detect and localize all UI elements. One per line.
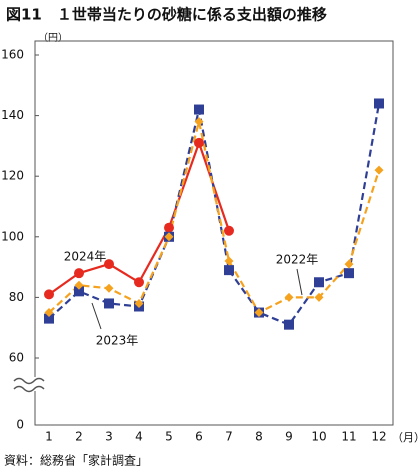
marker xyxy=(224,265,234,276)
leader-line xyxy=(91,302,102,330)
marker xyxy=(134,277,144,288)
y-tick-label: 60 xyxy=(9,351,24,365)
y-tick-label: 120 xyxy=(1,169,24,183)
x-tick-label: 5 xyxy=(165,430,173,444)
source: 資料：総務省「家計調査」 xyxy=(4,453,148,468)
y-tick-label: 160 xyxy=(1,48,24,62)
marker xyxy=(44,289,54,300)
series-label: 2022年 xyxy=(276,253,319,267)
marker xyxy=(194,104,204,115)
marker xyxy=(104,283,114,293)
x-tick-label: 3 xyxy=(105,430,113,444)
x-tick-label: 2 xyxy=(75,430,83,444)
x-tick-label: 12 xyxy=(371,430,386,444)
marker xyxy=(134,298,144,308)
marker xyxy=(74,268,84,279)
marker xyxy=(344,259,354,269)
marker xyxy=(374,165,384,175)
x-tick-label: 4 xyxy=(135,430,143,444)
x-tick-label: 7 xyxy=(225,430,233,444)
marker xyxy=(74,286,84,297)
x-unit: （月） xyxy=(392,431,420,444)
marker xyxy=(224,256,234,266)
marker xyxy=(284,292,294,302)
marker xyxy=(164,222,174,233)
series-line xyxy=(48,121,381,314)
marker xyxy=(194,137,204,148)
marker xyxy=(314,292,324,302)
series-label: 2023年 xyxy=(96,334,139,348)
marker xyxy=(194,117,204,127)
x-tick-label: 11 xyxy=(341,430,356,444)
marker xyxy=(104,298,114,309)
x-tick-label: 1 xyxy=(45,430,53,444)
leader-line xyxy=(296,268,303,296)
marker xyxy=(374,98,384,109)
marker xyxy=(254,308,264,318)
marker xyxy=(74,280,84,290)
marker xyxy=(344,268,354,279)
series-line xyxy=(48,103,381,327)
chart-title: 図11 １世帯当たりの砂糖に係る支出額の推移 xyxy=(6,6,327,24)
plot-frame xyxy=(34,40,394,426)
marker xyxy=(44,308,54,318)
x-tick-label: 6 xyxy=(195,430,203,444)
y-unit: （円） xyxy=(38,32,68,44)
marker xyxy=(224,225,234,236)
y-tick-label: 140 xyxy=(1,108,24,122)
axis-break xyxy=(13,377,45,393)
marker xyxy=(284,319,294,330)
y-tick-label: 80 xyxy=(9,290,24,304)
x-tick-label: 9 xyxy=(285,430,293,444)
marker xyxy=(314,277,324,288)
series-label: 2024年 xyxy=(64,250,107,264)
marker xyxy=(104,259,114,270)
y-tick-label: 0 xyxy=(16,418,24,432)
marker xyxy=(44,313,54,324)
x-tick-label: 8 xyxy=(255,430,263,444)
x-tick-label: 10 xyxy=(311,430,326,444)
y-tick-label: 100 xyxy=(1,229,24,243)
marker xyxy=(164,232,174,242)
